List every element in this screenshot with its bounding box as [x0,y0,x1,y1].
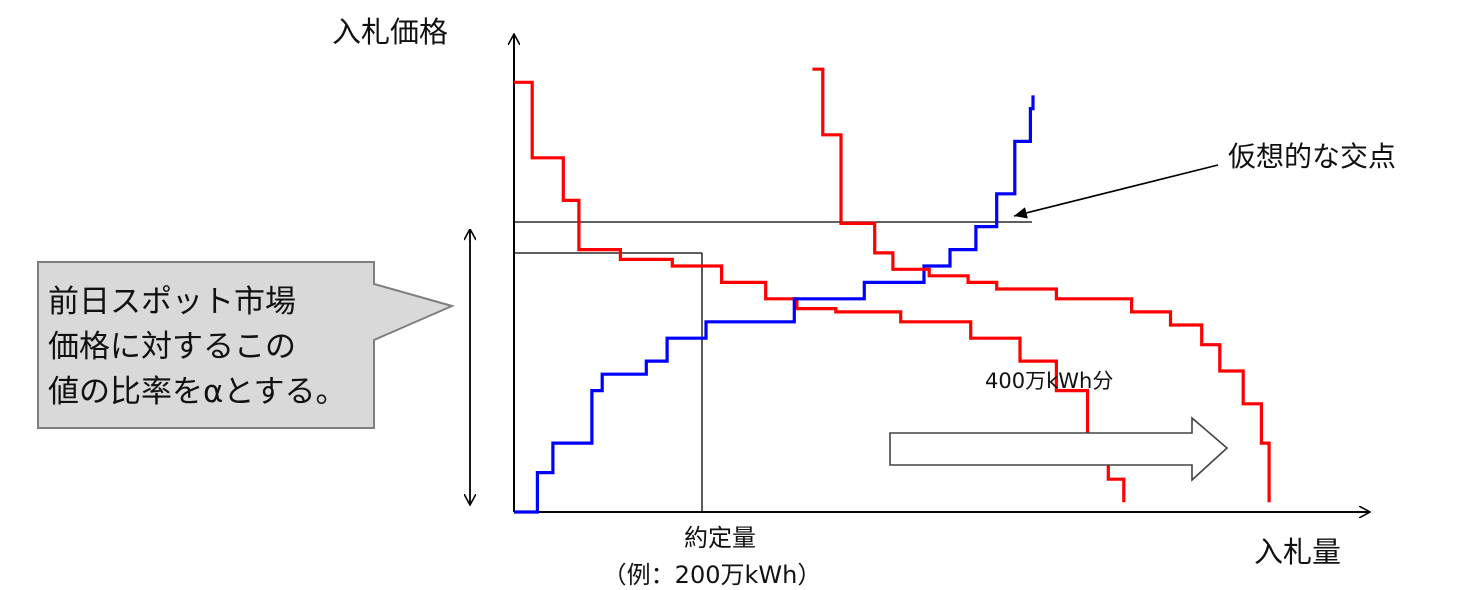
sell-curve-shifted [812,67,1271,503]
intersection-label: 仮想的な交点 [1228,140,1396,173]
x-axis-label: 入札量 [1254,535,1341,569]
shift-label: 400万kWh分 [985,369,1113,393]
shift-arrow [889,416,1229,482]
callout-line-1: 前日スポット市場 [48,284,296,320]
intersection-leader-arrow [1013,164,1219,219]
callout-bubble [37,261,455,429]
contract-label-line1: 約定量 [684,524,756,552]
callout-line-2: 価格に対するこの [48,329,296,365]
contract-label-line2: （例：200万kWh） [603,561,822,589]
y-axis-label: 入札価格 [332,15,448,49]
sell-curve-original [514,80,1126,503]
buy-curve [514,95,1035,514]
callout-line-3: 値の比率をαとする。 [48,374,347,410]
